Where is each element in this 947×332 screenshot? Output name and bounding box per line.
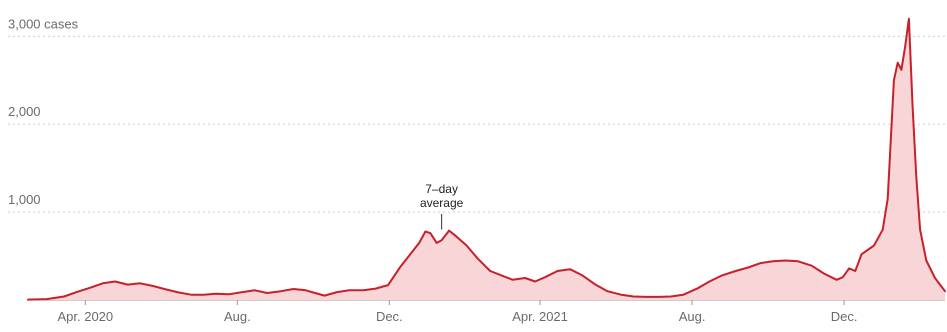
y-axis: 1,000 2,000 3,000 cases <box>8 16 79 207</box>
x-axis: Apr. 2020 Aug. Dec. Apr. 2021 Aug. Dec. <box>57 300 857 324</box>
y-tick-label: 2,000 <box>8 104 41 119</box>
x-tick-label: Dec. <box>831 309 858 324</box>
annotation-label: average <box>420 196 464 210</box>
y-tick-label: 3,000 cases <box>8 16 79 31</box>
annotation-label: 7–day <box>425 182 458 196</box>
x-tick-label: Apr. 2021 <box>512 309 568 324</box>
series-area-fill <box>28 18 945 301</box>
x-tick-label: Aug. <box>679 309 706 324</box>
y-tick-label: 1,000 <box>8 192 41 207</box>
series-area <box>28 18 945 301</box>
series-line <box>27 17 946 301</box>
x-tick-label: Dec. <box>376 309 403 324</box>
series-line-path <box>27 17 946 301</box>
x-tick-label: Apr. 2020 <box>57 309 113 324</box>
x-tick-label: Aug. <box>224 309 251 324</box>
